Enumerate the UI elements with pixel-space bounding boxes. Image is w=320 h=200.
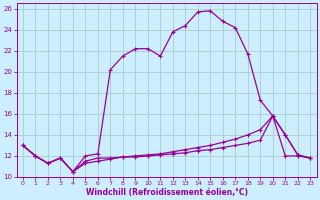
X-axis label: Windchill (Refroidissement éolien,°C): Windchill (Refroidissement éolien,°C)	[85, 188, 248, 197]
